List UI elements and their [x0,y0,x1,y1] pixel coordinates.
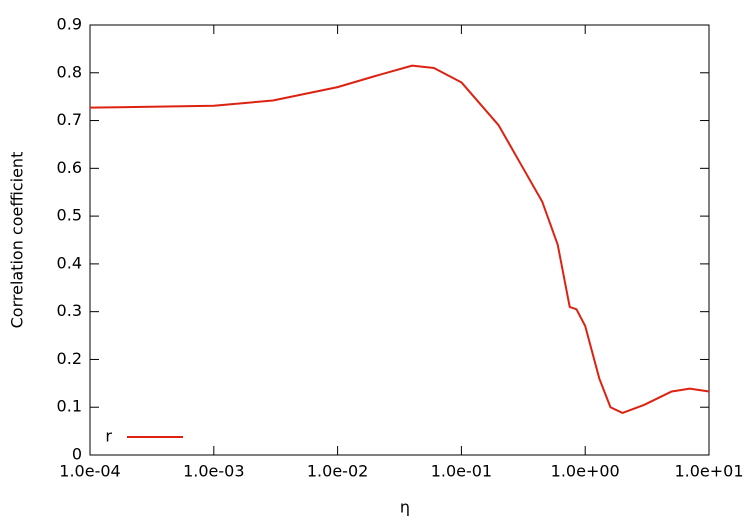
y-axis-label: Correlation coefficient [8,152,27,329]
x-tick-label: 1.0e-02 [307,462,368,481]
y-tick-label: 0.4 [57,253,82,272]
legend-label: r [105,427,112,446]
x-tick-label: 1.0e-03 [183,462,244,481]
y-tick-label: 0 [72,445,82,464]
x-tick-label: 1.0e-04 [59,462,120,481]
y-tick-label: 0.6 [57,158,82,177]
y-tick-label: 0.3 [57,301,82,320]
y-tick-label: 0.5 [57,206,82,225]
x-tick-label: 1.0e-01 [431,462,492,481]
y-tick-label: 0.2 [57,349,82,368]
x-tick-label: 1.0e+00 [551,462,620,481]
y-tick-label: 0.9 [57,15,82,34]
y-tick-label: 0.7 [57,110,82,129]
data-line [89,64,710,414]
plot-frame [89,24,710,456]
y-tick-label: 0.8 [57,62,82,81]
x-tick-label: 1.0e+01 [674,462,743,481]
y-tick-label: 0.1 [57,397,82,416]
x-axis-label: η [400,498,410,517]
